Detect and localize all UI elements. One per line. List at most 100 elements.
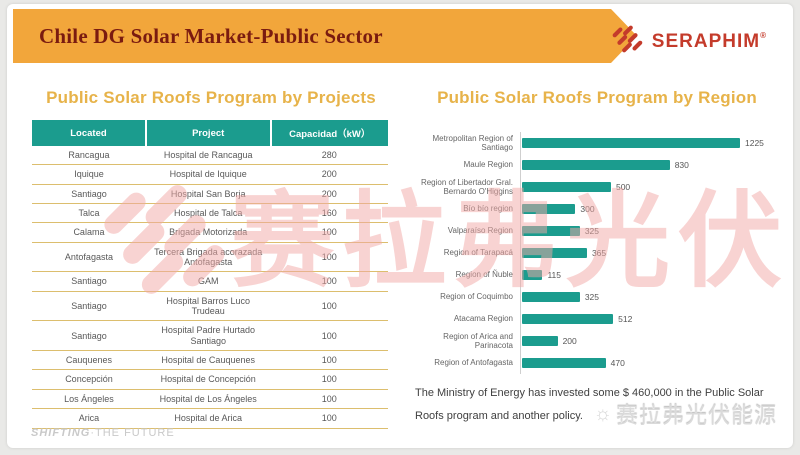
bar-area: 1225 <box>520 132 790 154</box>
bar-value-label: 300 <box>580 204 595 214</box>
bar-row: Atacama Region 512 <box>405 308 790 330</box>
bar-value-label: 115 <box>547 270 562 280</box>
bar-area: 470 <box>520 352 790 374</box>
cell-project: Hospital de Iquique <box>145 164 271 185</box>
bar-category-label: Region of Ñuble <box>455 270 513 280</box>
bar <box>522 226 580 236</box>
cell-project: Hospital de Los Ángeles <box>145 389 271 410</box>
bar-category-label: Region of Tarapacá <box>443 248 513 258</box>
table-row: Arica Hospital de Arica 100 <box>32 408 388 429</box>
cell-capacity: 100 <box>270 271 388 292</box>
bar-row: Region of Arica and Parinacota 200 <box>405 330 790 352</box>
bar-row: Metropolitan Region of Santiago 1225 <box>405 132 790 154</box>
cell-capacity: 100 <box>270 242 388 273</box>
cell-project: Hospital Padre Hurtado Santiago <box>145 320 271 352</box>
footer-slogan-rest: ·THE FUTURE <box>90 427 175 439</box>
footer-slogan: SHIFTING·THE FUTURE <box>31 427 175 439</box>
brand-name: SERAPHIM® <box>651 30 767 52</box>
seraphim-logo: SERAPHIM® <box>610 22 767 61</box>
bar-row: Region of Libertador Gral. Bernardo O'Hi… <box>405 176 790 198</box>
bar-category-label: Region of Arica and Parinacota <box>443 331 513 350</box>
cell-project: Tercera Brigada acorazada Antofagasta <box>145 242 271 273</box>
bar-area: 365 <box>520 242 790 264</box>
cell-project: Hospital de Talca <box>145 203 271 224</box>
cell-located: Iquique <box>32 164 146 185</box>
col-header-located: Located <box>32 120 146 146</box>
investment-note: The Ministry of Energy has invested some… <box>415 387 764 422</box>
cell-located: Santiago <box>32 320 146 352</box>
bar-area: 200 <box>520 330 790 352</box>
table-row: Los Ángeles Hospital de Los Ángeles 100 <box>32 389 388 410</box>
cell-located: Antofagasta <box>32 242 146 273</box>
region-section-title: Public Solar Roofs Program by Region <box>437 88 757 107</box>
cell-capacity: 100 <box>270 408 388 429</box>
bar-category-label: Region of Antofagasta <box>434 358 513 368</box>
bar <box>522 270 543 280</box>
cell-located: Santiago <box>32 184 146 205</box>
cell-capacity: 100 <box>270 369 388 390</box>
bar-area: 325 <box>520 286 790 308</box>
bar <box>522 182 611 192</box>
table-row: Antofagasta Tercera Brigada acorazada Ant… <box>32 242 388 273</box>
bar-category-label: Region of Coquimbo <box>440 292 513 302</box>
bar-row: Region of Ñuble 115 <box>405 264 790 286</box>
table-row: Santiago Hospital Padre Hurtado Santiago 1… <box>32 320 388 352</box>
table-row: Talca Hospital de Talca 160 <box>32 203 388 224</box>
table-row: Santiago Hospital San Borja 200 <box>32 184 388 205</box>
cell-capacity: 200 <box>270 164 388 185</box>
title-banner: Chile DG Solar Market-Public Sector <box>13 9 637 63</box>
cell-project: Hospital San Borja <box>145 184 271 205</box>
bar <box>522 314 614 324</box>
bar-category-label: Maule Region <box>463 160 513 170</box>
cell-located: Rancagua <box>32 146 146 166</box>
cell-located: Arica <box>32 408 146 429</box>
table-row: Santiago GAM 100 <box>32 271 388 292</box>
cell-located: Los Ángeles <box>32 389 146 410</box>
cell-located: Santiago <box>32 291 146 322</box>
bar <box>522 138 740 148</box>
table-row: Iquique Hospital de Iquique 200 <box>32 164 388 185</box>
bar-value-label: 200 <box>562 336 577 346</box>
table-row: Calama Brigada Motorizada 100 <box>32 222 388 243</box>
col-header-project: Project <box>144 120 271 146</box>
bar <box>522 160 670 170</box>
table-row: Rancagua Hospital de Rancagua 280 <box>32 146 388 166</box>
bar <box>522 248 587 258</box>
cell-capacity: 100 <box>270 389 388 410</box>
bar-area: 830 <box>520 154 790 176</box>
table-row: Concepción Hospital de Concepción 100 <box>32 369 388 390</box>
bar-area: 325 <box>520 220 790 242</box>
bar <box>522 204 576 214</box>
footer-slogan-bold: SHIFTING <box>31 427 91 439</box>
cell-project: Hospital de Rancagua <box>145 146 271 166</box>
bar-row: Maule Region 830 <box>405 154 790 176</box>
bar <box>522 292 580 302</box>
bar-area: 115 <box>520 264 790 286</box>
seraphim-dashes-icon <box>610 22 644 61</box>
cell-capacity: 100 <box>270 320 388 352</box>
cell-project: GAM <box>145 271 271 292</box>
bar-category-label: Bío bío region <box>463 204 513 214</box>
slide: Chile DG Solar Market-Public Sector SERA… <box>7 4 793 448</box>
bar-category-label: Metropolitan Region of Santiago <box>432 133 514 152</box>
bar <box>522 358 606 368</box>
projects-section-title: Public Solar Roofs Program by Projects <box>46 88 376 107</box>
projects-table: Located Project Capacidad（kW） Rancagua Ho… <box>32 120 388 429</box>
projects-table-body: Rancagua Hospital de Rancagua 280 Iquique Ho… <box>32 146 388 429</box>
cell-project: Hospital de Concepción <box>145 369 271 390</box>
bar-value-label: 830 <box>674 160 689 170</box>
cell-located: Concepción <box>32 369 146 390</box>
cell-located: Cauquenes <box>32 350 146 371</box>
bar-value-label: 325 <box>584 292 600 302</box>
bar-value-label: 1225 <box>745 138 764 148</box>
cell-capacity: 100 <box>270 291 388 322</box>
cell-capacity: 100 <box>270 350 388 371</box>
cell-project: Hospital de Cauquenes <box>145 350 271 371</box>
bar-category-label: Valparaíso Region <box>447 226 513 236</box>
bar-row: Bío bío region 300 <box>405 198 790 220</box>
cell-located: Calama <box>32 222 146 243</box>
registered-mark: ® <box>760 30 767 40</box>
bar-value-label: 325 <box>584 226 600 236</box>
table-row: Cauquenes Hospital de Cauquenes 100 <box>32 350 388 371</box>
cell-capacity: 100 <box>270 222 388 243</box>
